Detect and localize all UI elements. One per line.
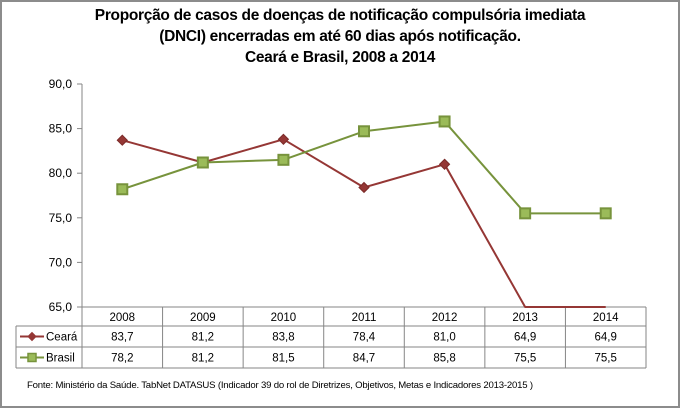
data-cell-value: 84,7 [353,353,375,365]
x-category-label: 2014 [593,312,619,324]
y-tick-label: 85,0 [49,122,73,136]
data-cell-value: 78,4 [353,332,376,344]
x-category-label: 2013 [512,312,538,324]
legend-label: Ceará [46,332,78,344]
data-cell-value: 85,8 [433,353,455,365]
x-category-label: 2009 [190,312,216,324]
legend-label: Brasil [46,353,75,365]
data-point-square [438,115,451,128]
title-line-2: (DNCI) encerradas em até 60 dias após no… [159,28,521,45]
data-cell-value: 81,0 [433,332,455,344]
title-line-3: Ceará e Brasil, 2008 a 2014 [244,49,436,66]
data-point-square [277,153,290,166]
data-point-diamond [358,181,370,194]
data-cell-value: 64,9 [595,332,617,344]
series-lines [116,115,612,308]
y-tick-label: 65,0 [49,300,73,314]
legend-square-marker [27,352,37,363]
data-point-diamond [438,158,451,170]
data-point-square [358,125,370,138]
title-line-1: Proporção de casos de doenças de notific… [94,7,586,24]
source-footnote: Fonte: Ministério da Saúde. TabNet DATAS… [27,380,533,391]
y-tick-label: 70,0 [49,255,73,269]
data-cell-value: 64,9 [514,332,536,344]
data-point-square [599,207,612,220]
x-category-label: 2012 [432,312,458,324]
data-cell-value: 81,5 [272,353,294,365]
data-point-diamond [116,134,128,146]
x-category-label: 2010 [271,312,297,324]
data-point-diamond [277,133,290,146]
data-cell-value: 75,5 [514,353,536,365]
data-cell-value: 83,8 [272,332,294,344]
x-category-label: 2008 [109,312,135,324]
data-cell-value: 78,2 [111,353,133,365]
y-tick-label: 75,0 [49,211,73,225]
data-cell-value: 81,2 [192,332,214,344]
data-point-square [196,156,209,169]
data-point-square [519,207,532,220]
y-tick-label: 90,0 [49,77,73,91]
data-cell-value: 81,2 [192,353,214,365]
data-table: 2008 2009 2010 2011 2012 2013 2014 Ceará 83,7 81,… [15,306,647,369]
x-category-label: 2011 [352,312,377,324]
legend-diamond-marker [27,331,37,342]
y-axis: 90,0 85,0 80,0 75,0 70,0 65,0 [49,77,83,314]
y-tick-label: 80,0 [49,166,73,180]
chart-title: Proporção de casos de doenças de notific… [0,5,680,68]
data-cell-value: 83,7 [111,332,133,344]
data-point-square [116,183,129,196]
data-cell-value: 75,5 [595,353,617,365]
